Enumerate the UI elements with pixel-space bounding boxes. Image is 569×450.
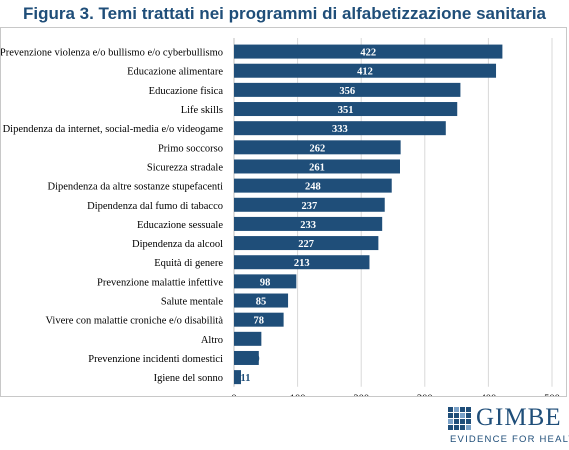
category-label-7: Dipendenza da altre sostanze stupefacent… (47, 182, 223, 193)
bar-5 (234, 140, 401, 155)
category-label-13: Salute mentale (161, 297, 223, 308)
bar-15 (234, 331, 262, 346)
category-label-10: Dipendenza da alcool (132, 239, 223, 250)
category-label-12: Prevenzione malattie infettive (97, 277, 223, 288)
value-label-3: 351 (338, 105, 354, 116)
bar-6 (234, 159, 400, 174)
bar-4 (234, 121, 446, 136)
value-label-0: 422 (360, 48, 376, 59)
value-label-10: 227 (298, 239, 314, 250)
bar-14 (234, 312, 284, 327)
value-label-16: 39 (249, 354, 260, 365)
category-label-6: Sicurezza stradale (147, 162, 223, 173)
value-label-11: 213 (294, 258, 310, 269)
bar-16 (234, 350, 259, 365)
bar-13 (234, 293, 289, 308)
x-tick-label-4: 400 (481, 394, 497, 396)
logo-mark-icon (448, 407, 472, 431)
logo-name: GIMBE (476, 404, 562, 431)
category-label-14: Vivere con malattie croniche e/o disabil… (45, 316, 223, 327)
chart-frame: Prevenzione violenza e/o bullismo e/o cy… (0, 27, 567, 397)
gimbe-logo: GIMBE EVIDENCE FOR HEALTH (448, 404, 569, 445)
category-label-1: Educazione alimentare (127, 67, 223, 78)
bar-7 (234, 178, 392, 193)
bar-2 (234, 82, 461, 97)
category-label-4: Dipendenza da internet, social-media e/o… (3, 124, 224, 135)
bar-1 (234, 63, 497, 78)
category-label-15: Altro (201, 335, 223, 346)
value-label-6: 261 (309, 162, 325, 173)
value-label-1: 412 (357, 67, 373, 78)
value-label-15: 43 (250, 335, 261, 346)
x-tick-label-2: 200 (353, 394, 369, 396)
x-tick-label-1: 100 (290, 394, 306, 396)
category-label-11: Equità di genere (154, 258, 223, 269)
category-label-9: Educazione sessuale (137, 220, 223, 231)
bar-12 (234, 274, 297, 289)
value-label-5: 262 (309, 143, 325, 154)
value-label-13: 85 (256, 297, 267, 308)
value-label-17: 11 (241, 373, 251, 384)
category-label-16: Prevenzione incidenti domestici (88, 354, 223, 365)
bar-chart: Prevenzione violenza e/o bullismo e/o cy… (1, 38, 560, 396)
category-label-2: Educazione fisica (149, 86, 224, 97)
bar-10 (234, 236, 379, 251)
value-label-9: 233 (300, 220, 316, 231)
value-label-7: 248 (305, 182, 321, 193)
bar-3 (234, 102, 458, 117)
category-label-3: Life skills (181, 105, 223, 116)
category-label-5: Primo soccorso (158, 143, 223, 154)
bar-17 (234, 370, 241, 385)
bar-9 (234, 216, 383, 231)
logo-tagline: EVIDENCE FOR HEALTH (450, 434, 569, 445)
x-tick-label-0: 0 (231, 394, 236, 396)
category-label-17: Igiene del sonno (154, 373, 223, 384)
bar-8 (234, 197, 385, 212)
chart-title: Figura 3. Temi trattati nei programmi di… (22, 4, 547, 23)
value-label-14: 78 (254, 316, 265, 327)
x-tick-label-3: 300 (417, 394, 433, 396)
value-label-12: 98 (260, 277, 271, 288)
value-label-2: 356 (339, 86, 355, 97)
x-tick-label-5: 500 (544, 394, 560, 396)
bar-11 (234, 255, 370, 270)
value-label-8: 237 (301, 201, 317, 212)
category-label-8: Dipendenza dal fumo di tabacco (87, 201, 223, 212)
category-label-0: Prevenzione violenza e/o bullismo e/o cy… (1, 48, 223, 59)
value-label-4: 333 (332, 124, 348, 135)
bar-0 (234, 44, 503, 59)
